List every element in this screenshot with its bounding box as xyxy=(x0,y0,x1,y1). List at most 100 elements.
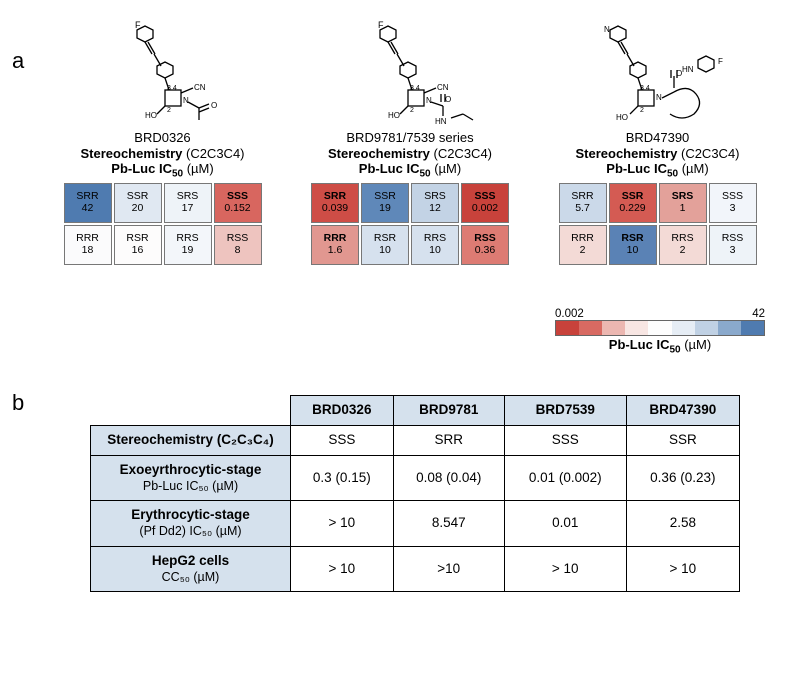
colorbar-swatch xyxy=(602,321,625,335)
compound-column: F 3 4 2 CN N O HO BRD0326Stereochemistry… xyxy=(50,18,275,265)
colorbar-gradient xyxy=(555,320,765,336)
stereo-line: Stereochemistry (C2C3C4) xyxy=(575,146,739,162)
colorbar-swatch xyxy=(579,321,602,335)
summary-table: BRD0326BRD9781BRD7539BRD47390 Stereochem… xyxy=(90,395,740,592)
colorbar-swatch xyxy=(625,321,648,335)
ic50-line: Pb-Luc IC50 (µM) xyxy=(575,161,739,181)
heatmap-cell: SSS0.152 xyxy=(214,183,262,223)
heatmap-cell: SSR0.229 xyxy=(609,183,657,223)
section-a: F 3 4 2 CN N O HO BRD0326Stereochemistry… xyxy=(50,18,770,265)
table-row: Exoeyrthrocytic-stagePb-Luc IC₅₀ (µM)0.3… xyxy=(91,455,740,501)
heatmap-cell: RRR1.6 xyxy=(311,225,359,265)
compound-row: F 3 4 2 CN N O HO BRD0326Stereochemistry… xyxy=(50,18,770,265)
table-cell: > 10 xyxy=(291,501,394,547)
table-cell: 0.36 (0.23) xyxy=(626,455,739,501)
structure-diagram: N 3 4 2 N O HN F HO xyxy=(570,18,745,128)
svg-text:N: N xyxy=(656,93,662,102)
table-cell: > 10 xyxy=(626,546,739,592)
colorbar-swatch xyxy=(718,321,741,335)
row-header: Erythrocytic-stage(Pf Dd2) IC₅₀ (µM) xyxy=(91,501,291,547)
svg-text:O: O xyxy=(211,101,217,110)
column-header: BRD9781 xyxy=(393,396,504,426)
cell-value: 18 xyxy=(82,245,94,257)
svg-text:N: N xyxy=(183,96,189,105)
svg-text:CN: CN xyxy=(194,83,206,92)
heatmap-cell: RRR18 xyxy=(64,225,112,265)
table-cell: 0.08 (0.04) xyxy=(393,455,504,501)
column-header: BRD7539 xyxy=(504,396,626,426)
cell-value: 0.039 xyxy=(322,203,348,215)
cell-value: 1.6 xyxy=(328,245,343,257)
table-cell: >10 xyxy=(393,546,504,592)
svg-text:O: O xyxy=(445,95,451,104)
cell-value: 0.002 xyxy=(472,203,498,215)
ic50-line: Pb-Luc IC50 (µM) xyxy=(80,161,244,181)
cell-value: 42 xyxy=(82,203,94,215)
row-header: HepG2 cellsCC₅₀ (µM) xyxy=(91,546,291,592)
table-row: Erythrocytic-stage(Pf Dd2) IC₅₀ (µM)> 10… xyxy=(91,501,740,547)
svg-text:3 4: 3 4 xyxy=(167,85,177,92)
table-cell: 0.01 (0.002) xyxy=(504,455,626,501)
row-header: Stereochemistry (C₂C₃C₄) xyxy=(91,425,291,455)
cell-value: 16 xyxy=(132,245,144,257)
column-header: BRD47390 xyxy=(626,396,739,426)
section-b: BRD0326BRD9781BRD7539BRD47390 Stereochem… xyxy=(90,395,740,592)
ic50-line: Pb-Luc IC50 (µM) xyxy=(328,161,492,181)
svg-text:HN: HN xyxy=(435,117,447,126)
cell-value: 20 xyxy=(132,203,144,215)
heatmap-cell: RRS19 xyxy=(164,225,212,265)
svg-text:3 4: 3 4 xyxy=(640,85,650,92)
cell-value: 10 xyxy=(379,245,391,257)
panel-a-label: a xyxy=(12,48,24,74)
svg-text:HN: HN xyxy=(682,65,694,74)
structure-diagram: F 3 4 2 CN N O HN HO xyxy=(323,18,498,128)
compound-name: BRD9781/7539 series xyxy=(328,130,492,146)
table-cell: > 10 xyxy=(291,546,394,592)
cell-value: 0.152 xyxy=(224,203,250,215)
cell-value: 1 xyxy=(680,203,686,215)
cell-value: 5.7 xyxy=(575,203,590,215)
heatmap-cell: RRS2 xyxy=(659,225,707,265)
column-header: BRD0326 xyxy=(291,396,394,426)
cell-value: 3 xyxy=(730,203,736,215)
heatmap-cell: SSR20 xyxy=(114,183,162,223)
heatmap-cell: RSS8 xyxy=(214,225,262,265)
panel-b-label: b xyxy=(12,390,24,416)
empty-corner xyxy=(91,396,291,426)
heatmap-cell: SRS1 xyxy=(659,183,707,223)
table-row: HepG2 cellsCC₅₀ (µM)> 10>10> 10> 10 xyxy=(91,546,740,592)
heatmap: SRR0.039SSR19SRS12SSS0.002RRR1.6RSR10RRS… xyxy=(311,183,509,265)
svg-text:HO: HO xyxy=(616,113,628,122)
cell-value: 17 xyxy=(182,203,194,215)
compound-name: BRD47390 xyxy=(575,130,739,146)
table-cell: 0.01 xyxy=(504,501,626,547)
compound-column: F 3 4 2 CN N O HN HO BRD9781/7539 series… xyxy=(298,18,523,265)
heatmap-cell: SRR42 xyxy=(64,183,112,223)
compound-title: BRD47390Stereochemistry (C2C3C4)Pb-Luc I… xyxy=(575,130,739,181)
compound-title: BRD0326Stereochemistry (C2C3C4)Pb-Luc IC… xyxy=(80,130,244,181)
svg-text:HO: HO xyxy=(388,111,400,120)
cell-value: 8 xyxy=(235,245,241,257)
table-row: Stereochemistry (C₂C₃C₄)SSSSRRSSSSSR xyxy=(91,425,740,455)
heatmap-cell: RSR10 xyxy=(361,225,409,265)
colorbar-swatch xyxy=(648,321,671,335)
svg-text:HO: HO xyxy=(145,111,157,120)
heatmap-cell: SRR5.7 xyxy=(559,183,607,223)
svg-text:2: 2 xyxy=(167,107,171,114)
table-cell: SSS xyxy=(291,425,394,455)
cell-value: 12 xyxy=(429,203,441,215)
colorbar-min: 0.002 xyxy=(555,308,584,320)
cell-value: 19 xyxy=(379,203,391,215)
compound-name: BRD0326 xyxy=(80,130,244,146)
cell-value: 2 xyxy=(680,245,686,257)
compound-column: N 3 4 2 N O HN F HO BRD47390Stereochemis… xyxy=(545,18,770,265)
svg-text:N: N xyxy=(604,25,610,34)
cell-value: 2 xyxy=(580,245,586,257)
colorbar-max: 42 xyxy=(752,308,765,320)
cell-value: 10 xyxy=(429,245,441,257)
stereo-line: Stereochemistry (C2C3C4) xyxy=(80,146,244,162)
table-cell: 0.3 (0.15) xyxy=(291,455,394,501)
table-cell: 8.547 xyxy=(393,501,504,547)
heatmap-cell: SRS17 xyxy=(164,183,212,223)
compound-title: BRD9781/7539 seriesStereochemistry (C2C3… xyxy=(328,130,492,181)
